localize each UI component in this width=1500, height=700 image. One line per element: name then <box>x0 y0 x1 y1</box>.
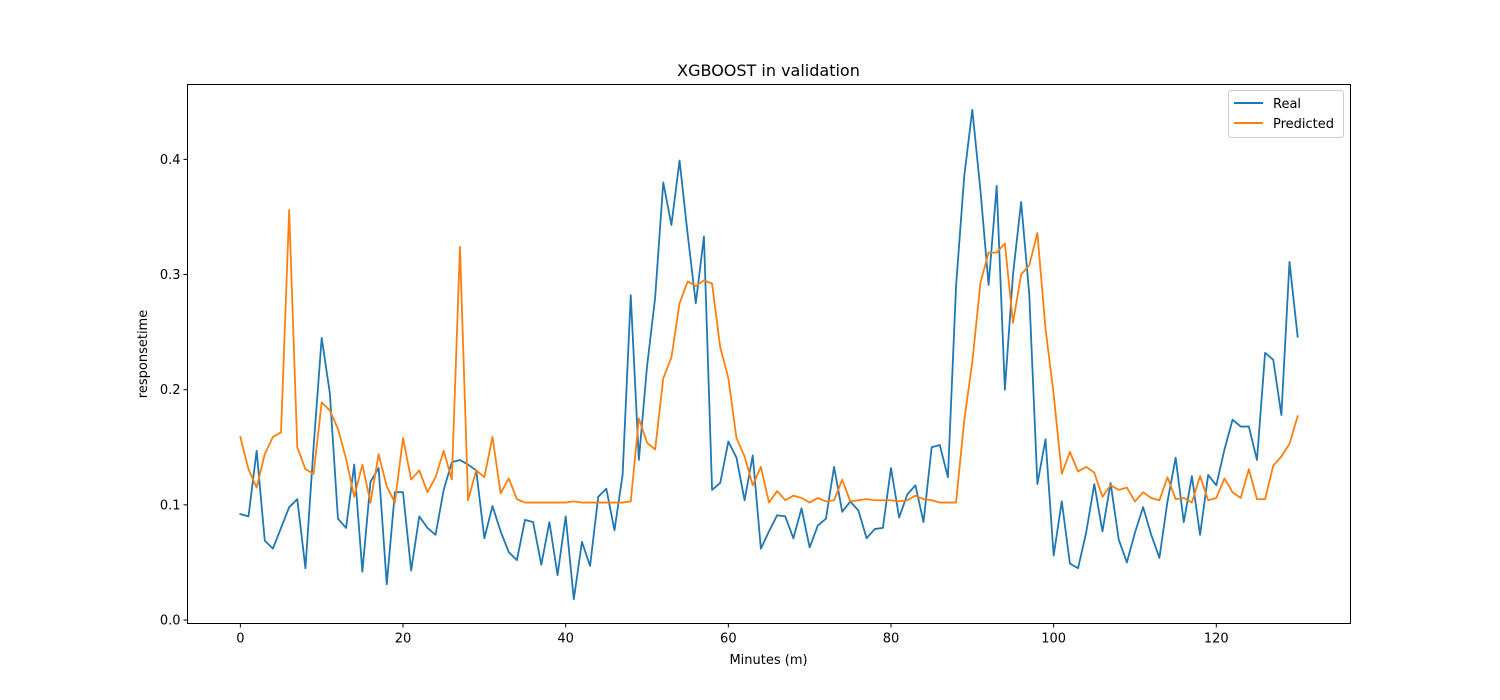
x-tick-label: 80 <box>883 632 900 647</box>
x-axis-label: Minutes (m) <box>729 653 807 668</box>
y-tick-label: 0.2 <box>160 383 181 398</box>
x-tick-label: 60 <box>720 632 737 647</box>
x-axis-ticks: 0 20 40 60 80 100 120 <box>236 623 1229 647</box>
x-tick-label: 120 <box>1204 632 1229 647</box>
x-tick-label: 20 <box>395 632 412 647</box>
chart-title: XGBOOST in validation <box>677 61 860 80</box>
y-tick-label: 0.0 <box>160 614 181 629</box>
series-line-predicted <box>239 209 1299 504</box>
series-layer <box>239 108 1299 601</box>
x-tick-label: 0 <box>236 632 244 647</box>
y-axis-label: responsetime <box>136 310 151 398</box>
legend-label-predicted: Predicted <box>1273 117 1334 132</box>
y-tick-label: 0.1 <box>160 498 181 513</box>
legend: Real Predicted <box>1228 90 1344 138</box>
series-line-real <box>239 108 1299 601</box>
legend-label-real: Real <box>1273 97 1301 112</box>
x-tick-label: 100 <box>1041 632 1066 647</box>
plot-area-frame <box>187 84 1351 624</box>
y-axis-ticks: 0.0 0.1 0.2 0.3 0.4 <box>160 153 188 629</box>
x-tick-label: 40 <box>557 632 574 647</box>
y-tick-label: 0.3 <box>160 268 181 283</box>
y-tick-label: 0.4 <box>160 153 181 168</box>
